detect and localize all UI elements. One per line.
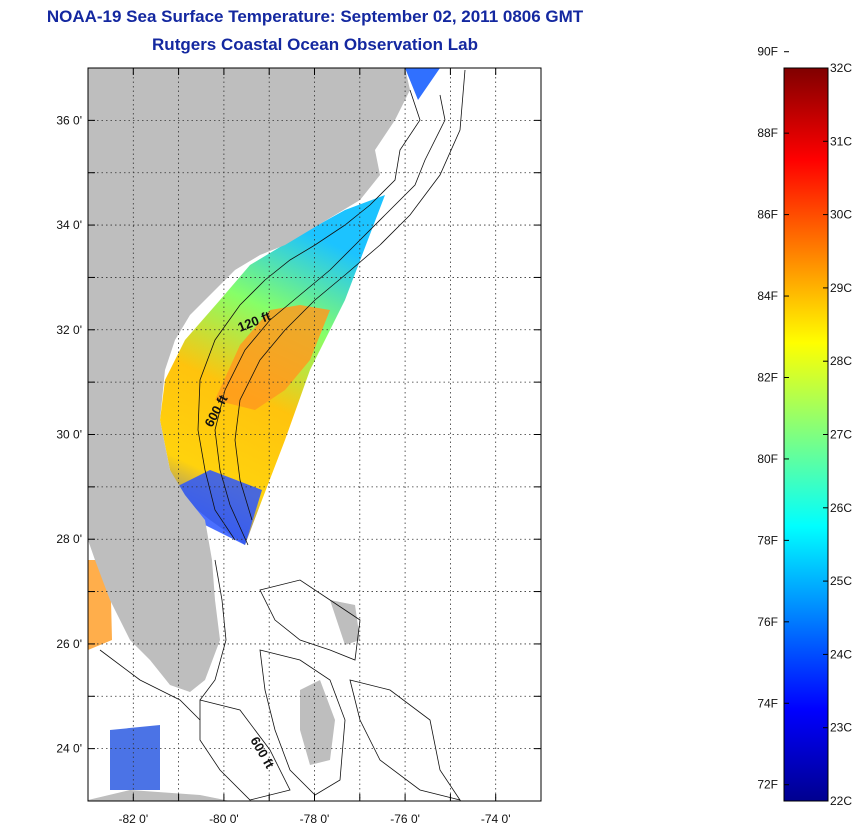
lon-tick-label: -76 0': [390, 812, 420, 826]
lat-tick-label: 34 0': [56, 218, 82, 232]
map-subtitle: Rutgers Coastal Ocean Observation Lab: [152, 35, 478, 54]
colorbar-label-c: 23C: [830, 721, 852, 735]
colorbar-label-f: 80F: [757, 452, 778, 466]
colorbar-label-f: 90F: [757, 45, 778, 59]
sst-keys-south: [110, 725, 160, 790]
land-bahamas-andros: [300, 680, 335, 765]
land-mainland: [88, 68, 410, 692]
lat-tick-label: 32 0': [56, 323, 82, 337]
lat-tick-label: 24 0': [56, 742, 82, 756]
colorbar: [784, 68, 828, 801]
lon-tick-label: -82 0': [118, 812, 148, 826]
lat-tick-label: 30 0': [56, 428, 82, 442]
colorbar-label-f: 74F: [757, 696, 778, 710]
colorbar-label-c: 27C: [830, 428, 852, 442]
colorbar-label-c: 25C: [830, 574, 852, 588]
lon-tick-label: -80 0': [209, 812, 239, 826]
colorbar-label-c: 31C: [830, 134, 852, 148]
axis-ticks: [87, 67, 542, 802]
colorbar-label-c: 29C: [830, 281, 852, 295]
colorbar-label-c: 24C: [830, 647, 852, 661]
bathymetry-contours: [99, 69, 466, 801]
colorbar-labels: 90F 88F 86F 84F 82F 80F 78F 76F 74F 72F 32C 31C 30C 2…: [757, 45, 852, 808]
colorbar-label-c: 22C: [830, 794, 852, 808]
land-bahamas-abaco: [330, 600, 360, 645]
sst-outer-banks: [405, 68, 440, 100]
sst-warm-core: [215, 305, 330, 410]
contour-label-600ft-south: 600 ft: [247, 734, 277, 771]
axis-tick-labels: -82 0' -80 0' -78 0' -76 0' -74 0' 24 0' 26 0'…: [56, 113, 510, 826]
colorbar-label-c: 32C: [830, 61, 852, 75]
colorbar-label-c: 26C: [830, 501, 852, 515]
sst-cool-patch: [170, 470, 262, 545]
colorbar-ticks: [784, 51, 828, 802]
colorbar-label-c: 28C: [830, 354, 852, 368]
map-plot-area: 120 ft 600 ft 600 ft: [88, 68, 541, 801]
colorbar-label-f: 78F: [757, 533, 778, 547]
colorbar-label-f: 84F: [757, 289, 778, 303]
lat-tick-label: 28 0': [56, 532, 82, 546]
colorbar-label-f: 82F: [757, 370, 778, 384]
colorbar-label-f: 88F: [757, 126, 778, 140]
lon-tick-label: -78 0': [300, 812, 330, 826]
colorbar-label-f: 72F: [757, 778, 778, 792]
map-title: NOAA-19 Sea Surface Temperature: Septemb…: [46, 7, 584, 26]
colorbar-label-c: 30C: [830, 208, 852, 222]
lat-tick-label: 26 0': [56, 637, 82, 651]
land-cuba: [88, 790, 230, 801]
colorbar-label-f: 86F: [757, 208, 778, 222]
lat-tick-label: 36 0': [56, 113, 82, 127]
lon-tick-label: -74 0': [481, 812, 511, 826]
colorbar-label-f: 76F: [757, 615, 778, 629]
graticule: [88, 68, 541, 801]
